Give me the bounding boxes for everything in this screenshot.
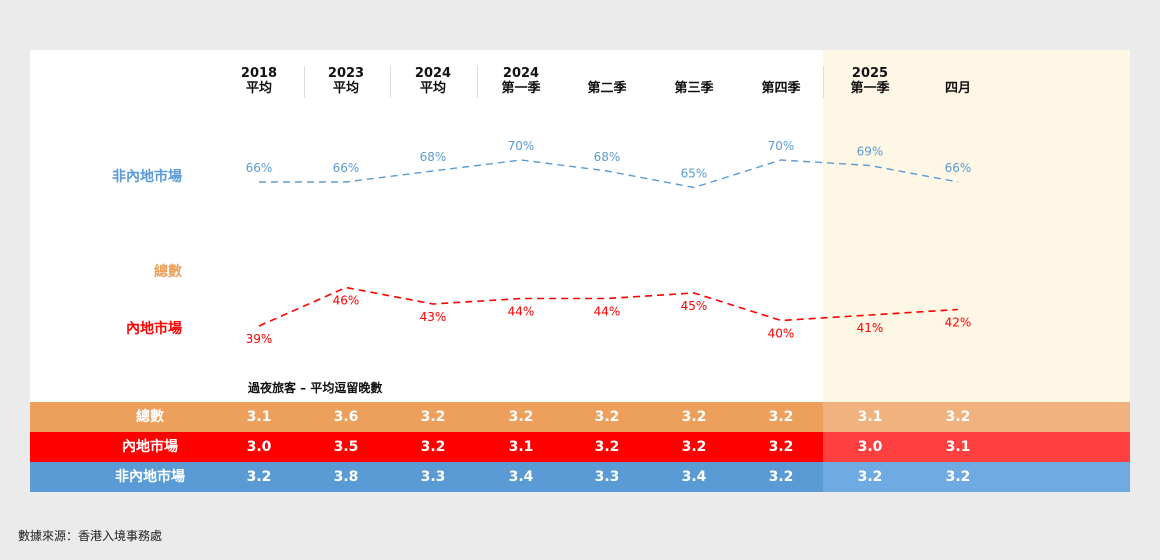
table-cell: 3.1 bbox=[945, 439, 971, 455]
table-row: 內地市場 3.0 3.5 3.2 3.1 3.2 3.2 3.2 3.0 3.1 bbox=[30, 432, 1130, 462]
row-highlight bbox=[823, 402, 1130, 432]
line-chart: 66% 66% 68% 70% 68% 65% 70% 69% 66% 39% 46% 43% 44% 4… bbox=[246, 139, 972, 346]
data-label: 70% bbox=[508, 139, 535, 153]
table-cell: 3.3 bbox=[594, 469, 620, 485]
series-label-mainland: 內地市場 bbox=[126, 321, 182, 337]
table-cell: 3.0 bbox=[246, 439, 272, 455]
table-cell: 3.2 bbox=[768, 439, 794, 455]
table-cell: 3.5 bbox=[333, 439, 359, 455]
table-cell: 3.2 bbox=[246, 469, 272, 485]
column-header: 2024 第一季 bbox=[501, 66, 541, 96]
table-cell: 3.2 bbox=[768, 409, 794, 425]
table-cell: 3.3 bbox=[420, 469, 446, 485]
series-label-non-mainland: 非內地市場 bbox=[112, 169, 182, 185]
column-header: 第二季 bbox=[587, 81, 627, 96]
source-note: 數據來源：香港入境事務處 bbox=[18, 529, 163, 543]
data-label: 44% bbox=[594, 305, 621, 319]
data-label: 68% bbox=[594, 150, 621, 164]
column-header: 2018 平均 bbox=[240, 66, 278, 96]
table-cell: 3.1 bbox=[246, 409, 272, 425]
series-line bbox=[258, 286, 959, 327]
table-cell: 3.0 bbox=[857, 439, 883, 455]
column-header: 2025 第一季 bbox=[850, 66, 890, 96]
data-label: 45% bbox=[681, 299, 708, 313]
row-label: 內地市場 bbox=[122, 439, 178, 455]
table-cell: 3.2 bbox=[420, 409, 446, 425]
table-cell: 3.2 bbox=[945, 469, 971, 485]
table-row: 總數 3.1 3.6 3.2 3.2 3.2 3.2 3.2 3.1 3.2 bbox=[30, 402, 1130, 432]
highlight-2025 bbox=[823, 50, 1130, 402]
data-label: 66% bbox=[945, 161, 972, 175]
table-cell: 3.8 bbox=[333, 469, 359, 485]
data-label: 70% bbox=[768, 139, 795, 153]
data-label: 66% bbox=[333, 161, 360, 175]
table-cell: 3.2 bbox=[420, 439, 446, 455]
row-highlight bbox=[823, 462, 1130, 492]
column-divider bbox=[823, 66, 824, 98]
column-divider bbox=[390, 66, 391, 98]
column-header: 第三季 bbox=[674, 81, 714, 96]
series-label-total: 總數 bbox=[154, 264, 182, 280]
data-label: 44% bbox=[508, 305, 535, 319]
table-cell: 3.1 bbox=[857, 409, 883, 425]
table-cell: 3.2 bbox=[857, 469, 883, 485]
column-header: 2024 平均 bbox=[414, 66, 452, 96]
series-line bbox=[259, 159, 959, 189]
table-subtitle: 過夜旅客 – 平均逗留晚數 bbox=[248, 381, 383, 395]
row-highlight bbox=[823, 432, 1130, 462]
column-divider bbox=[477, 66, 478, 98]
table-cell: 3.2 bbox=[508, 409, 534, 425]
table-cell: 3.2 bbox=[768, 469, 794, 485]
table-cell: 3.2 bbox=[594, 409, 620, 425]
row-label: 非內地市場 bbox=[115, 469, 185, 485]
table-cell: 3.2 bbox=[594, 439, 620, 455]
column-divider bbox=[304, 66, 305, 98]
table-cell: 3.4 bbox=[681, 469, 707, 485]
data-label: 42% bbox=[945, 316, 972, 330]
table-cell: 3.2 bbox=[681, 439, 707, 455]
data-label: 41% bbox=[857, 321, 884, 335]
table-row: 非內地市場 3.2 3.8 3.3 3.4 3.3 3.4 3.2 3.2 3.2 bbox=[30, 462, 1130, 492]
table-cell: 3.1 bbox=[508, 439, 534, 455]
table-cell: 3.2 bbox=[681, 409, 707, 425]
row-label: 總數 bbox=[136, 409, 164, 425]
table-cell: 3.4 bbox=[508, 469, 534, 485]
data-label: 39% bbox=[246, 332, 273, 346]
data-label: 69% bbox=[857, 145, 884, 159]
table-cell: 3.2 bbox=[945, 409, 971, 425]
data-label: 43% bbox=[420, 310, 447, 324]
data-label: 65% bbox=[681, 167, 708, 181]
data-label: 66% bbox=[246, 161, 273, 175]
column-header: 四月 bbox=[944, 81, 971, 96]
column-header: 第四季 bbox=[761, 81, 801, 96]
column-header: 2023 平均 bbox=[327, 66, 365, 96]
data-label: 40% bbox=[768, 327, 795, 341]
data-label: 68% bbox=[420, 150, 447, 164]
table-cell: 3.6 bbox=[333, 409, 359, 425]
data-label: 46% bbox=[333, 294, 360, 308]
